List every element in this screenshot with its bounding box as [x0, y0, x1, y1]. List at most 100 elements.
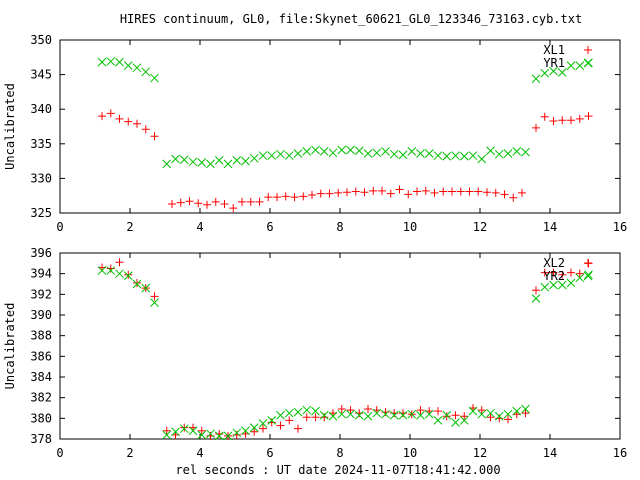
data-point-xl1: [203, 200, 211, 209]
data-point-yr1: [494, 149, 504, 159]
data-point-yr1: [363, 149, 373, 158]
data-point-xl1: [430, 188, 439, 197]
x-tick-label: 16: [613, 220, 627, 234]
x-tick-label: 8: [336, 446, 343, 460]
data-point-yr1: [389, 149, 399, 159]
legend-label: XL2: [543, 256, 565, 270]
data-point-xl1: [220, 200, 229, 209]
data-point-yr1: [512, 147, 522, 156]
data-point-xl1: [316, 189, 325, 198]
x-axis-label: rel seconds : UT date 2024-11-07T18:41:4…: [175, 463, 500, 477]
y-axis-label: Uncalibrated: [3, 303, 17, 390]
data-point-yr1: [223, 159, 233, 169]
legend-marker: [584, 259, 592, 267]
data-point-yr2: [214, 431, 224, 441]
data-point-yr2: [468, 406, 478, 416]
data-point-yr1: [557, 68, 567, 77]
data-point-xl1: [98, 112, 106, 121]
data-point-xl1: [211, 197, 220, 206]
data-point-yr1: [354, 146, 364, 156]
data-point-xl2: [124, 270, 133, 279]
data-point-xl2: [150, 292, 159, 301]
data-point-yr2: [171, 427, 180, 437]
data-point-xl1: [500, 190, 509, 199]
data-point-yr2: [106, 266, 116, 275]
data-point-xl2: [337, 405, 346, 414]
data-point-xl2: [549, 268, 558, 277]
data-point-xl1: [549, 116, 558, 125]
data-point-xl1: [281, 192, 290, 201]
data-point-xl2: [276, 421, 285, 430]
y-tick-label: 390: [30, 308, 52, 322]
data-point-xl1: [106, 109, 115, 118]
y-tick-label: 388: [30, 329, 52, 343]
data-point-yr1: [171, 154, 180, 164]
data-point-xl1: [115, 114, 124, 123]
x-tick-label: 4: [196, 220, 203, 234]
data-point-xl2: [558, 270, 567, 279]
data-point-yr2: [188, 426, 198, 436]
data-point-yr1: [566, 61, 576, 70]
x-tick-label: 12: [473, 446, 487, 460]
data-point-xl2: [477, 406, 486, 415]
data-point-yr2: [398, 410, 408, 420]
data-point-xl1: [448, 187, 456, 196]
data-point-xl1: [540, 112, 549, 121]
y-tick-label: 392: [30, 287, 52, 301]
data-point-yr2: [293, 407, 303, 417]
data-point-yr2: [197, 430, 207, 440]
data-point-yr1: [123, 61, 133, 70]
data-point-xl1: [575, 114, 584, 123]
data-point-yr1: [503, 149, 513, 158]
data-point-yr2: [232, 428, 242, 438]
data-point-xl1: [150, 132, 159, 141]
data-point-xl2: [346, 406, 355, 415]
data-point-yr2: [521, 404, 530, 414]
data-point-xl1: [194, 199, 203, 208]
y-tick-label: 380: [30, 411, 52, 425]
data-point-yr1: [106, 57, 116, 66]
x-tick-label: 10: [403, 446, 417, 460]
data-point-yr2: [494, 411, 504, 421]
chart-title: HIRES continuum, GL0, file:Skynet_60621_…: [120, 12, 582, 26]
data-point-xl1: [255, 197, 264, 206]
data-point-yr2: [258, 419, 268, 428]
data-point-yr1: [531, 74, 541, 84]
data-point-xl1: [558, 116, 567, 125]
data-point-xl1: [273, 193, 281, 202]
data-point-xl1: [474, 187, 483, 196]
data-point-yr2: [337, 409, 347, 419]
data-point-yr2: [302, 405, 312, 415]
y-tick-label: 330: [30, 171, 52, 185]
y-tick-label: 340: [30, 102, 52, 116]
data-point-yr2: [584, 270, 593, 280]
data-point-yr2: [424, 409, 434, 419]
data-point-xl1: [386, 189, 395, 198]
data-point-yr2: [115, 269, 124, 279]
data-point-yr1: [284, 151, 294, 160]
data-point-yr2: [141, 283, 151, 293]
legend-label: YR2: [543, 269, 565, 283]
data-point-xl2: [451, 411, 460, 420]
data-point-xl1: [439, 187, 448, 196]
data-point-yr1: [249, 153, 259, 163]
data-point-yr2: [549, 280, 558, 290]
data-point-yr2: [433, 416, 443, 425]
data-point-yr1: [468, 151, 478, 160]
legend-marker: [583, 58, 593, 68]
data-point-yr1: [433, 151, 443, 160]
data-point-xl2: [567, 268, 575, 277]
data-point-xl1: [395, 185, 404, 194]
data-point-xl2: [532, 286, 540, 295]
data-point-yr1: [302, 147, 312, 156]
data-point-yr2: [459, 416, 469, 425]
data-point-xl2: [442, 412, 451, 421]
data-point-yr2: [276, 410, 285, 420]
data-point-xl1: [378, 186, 386, 195]
x-tick-label: 0: [56, 446, 63, 460]
data-point-yr2: [416, 410, 425, 420]
data-point-xl2: [434, 407, 442, 416]
data-point-xl2: [294, 424, 302, 433]
data-point-xl1: [369, 186, 378, 195]
